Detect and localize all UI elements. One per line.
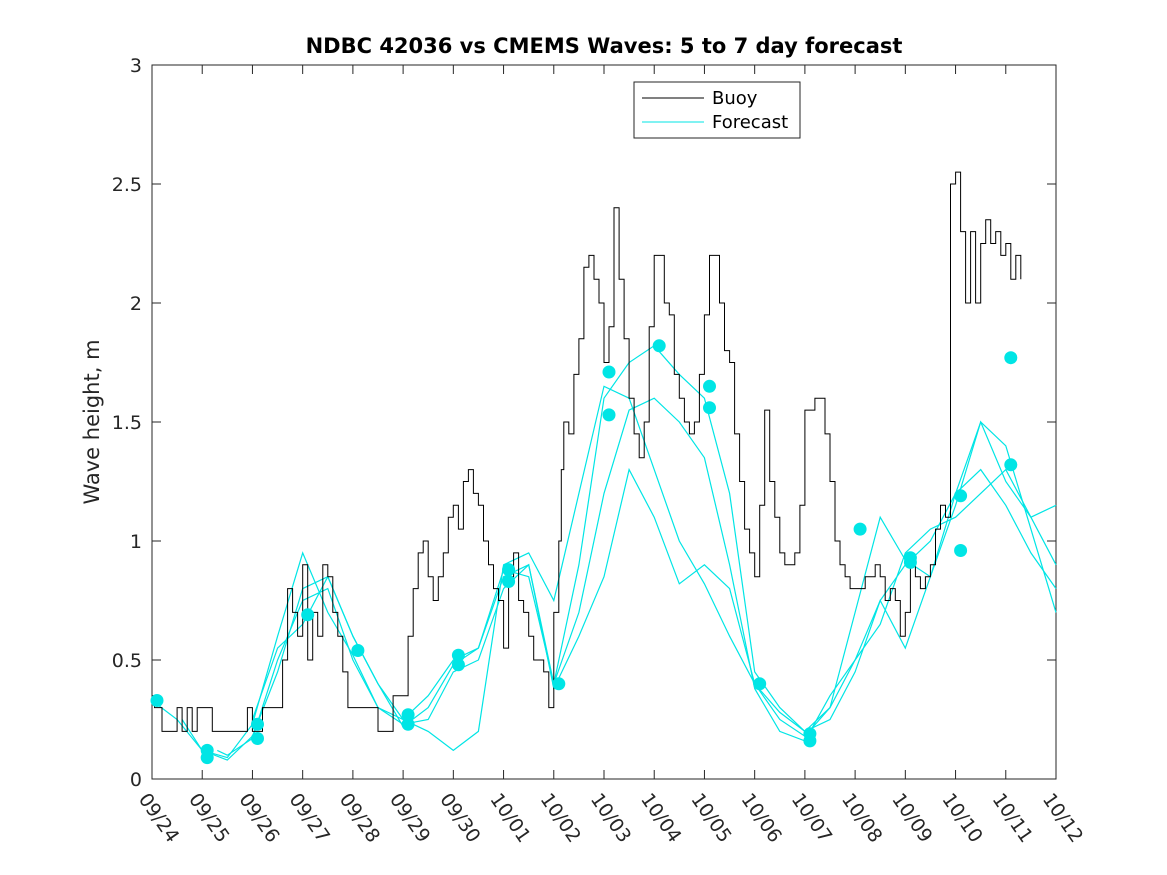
chart-title: NDBC 42036 vs CMEMS Waves: 5 to 7 day fo… (306, 34, 903, 58)
axes-box (151, 64, 1057, 780)
y-tick-label: 1 (130, 531, 142, 553)
x-tick-label: 09/25 (184, 789, 233, 846)
forecast-marker (451, 658, 465, 672)
forecast-marker (401, 717, 415, 731)
forecast-marker (602, 365, 616, 379)
forecast-marker (652, 339, 666, 353)
x-tick-label: 10/03 (586, 789, 635, 846)
x-tick-label: 09/26 (234, 789, 283, 846)
marker-layer (150, 339, 1018, 765)
x-tick-label: 09/27 (285, 789, 334, 846)
y-tick-labels: 0 0.5 1 1.5 2 2.5 3 (112, 55, 142, 791)
x-tick-label: 10/12 (1038, 789, 1087, 846)
plot-area (150, 64, 1057, 780)
forecast-marker (903, 555, 917, 569)
forecast-marker (954, 544, 968, 557)
forecast-marker (602, 408, 616, 422)
forecast-marker (502, 575, 516, 588)
forecast-marker (954, 489, 968, 503)
x-tick-label: 09/28 (335, 789, 384, 846)
forecast-marker (1004, 351, 1018, 365)
y-tick-label: 0.5 (112, 650, 142, 672)
y-tick-label: 2 (130, 293, 142, 315)
x-tick-labels: 09/24 09/25 09/26 09/27 09/28 09/29 09/30 10/01… (134, 789, 1087, 846)
y-tick-label: 1.5 (112, 412, 142, 434)
forecast-marker (301, 608, 315, 622)
legend-box (633, 81, 801, 139)
forecast-marker (703, 379, 716, 393)
x-tick-label: 10/05 (686, 789, 735, 846)
forecast-line-3 (217, 467, 1057, 756)
axis-ticks (151, 64, 1057, 780)
forecast-marker (200, 751, 214, 765)
forecast-marker (451, 648, 465, 662)
x-tick-label: 10/02 (536, 789, 585, 846)
x-tick-label: 10/11 (988, 789, 1037, 846)
legend-forecast-label: Forecast (712, 112, 788, 133)
x-tick-label: 09/29 (385, 789, 434, 846)
x-tick-label: 10/01 (485, 789, 534, 846)
y-tick-label: 3 (130, 55, 142, 77)
forecast-marker (703, 401, 716, 415)
forecast-marker (251, 732, 264, 745)
forecast-marker (552, 677, 566, 691)
x-tick-label: 10/06 (737, 789, 786, 846)
forecast-marker (401, 708, 415, 722)
forecast-marker (251, 717, 264, 731)
forecast-line-4 (251, 385, 1057, 752)
forecast-marker (1004, 458, 1018, 472)
forecast-marker (502, 563, 516, 577)
legend-buoy-label: Buoy (712, 88, 758, 109)
forecast-marker (803, 734, 817, 748)
x-tick-label: 09/30 (435, 789, 484, 846)
x-tick-label: 10/09 (887, 789, 936, 846)
y-tick-label: 2.5 (112, 174, 142, 196)
forecast-marker (753, 677, 767, 691)
forecast-marker (853, 522, 867, 536)
x-tick-label: 10/07 (787, 789, 836, 846)
legend: Buoy Forecast (633, 81, 801, 139)
x-tick-label: 09/24 (134, 789, 183, 846)
y-axis-label: Wave height, m (80, 339, 104, 504)
x-tick-label: 10/08 (837, 789, 886, 846)
x-tick-label: 10/04 (636, 789, 685, 846)
x-tick-label: 10/10 (937, 789, 986, 846)
y-tick-label: 0 (130, 769, 142, 791)
forecast-marker (150, 694, 164, 707)
buoy-line (152, 171, 1022, 732)
forecast-marker (351, 644, 365, 657)
